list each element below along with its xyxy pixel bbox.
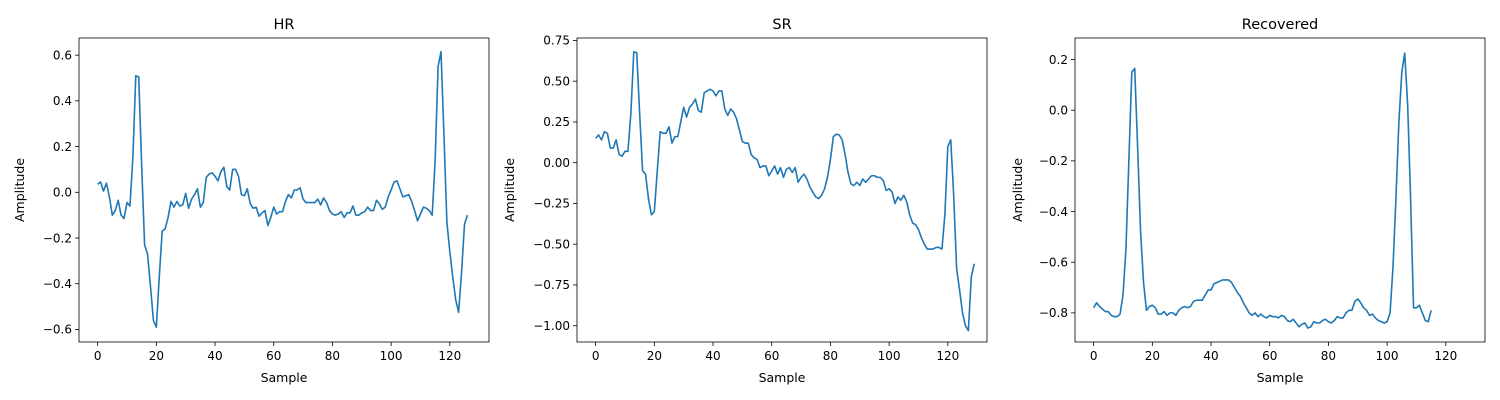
axes-frame xyxy=(78,37,490,343)
x-axis-label: Sample xyxy=(759,370,806,385)
y-tick-label: 0.00 xyxy=(543,156,570,170)
x-tick-label: 40 xyxy=(207,349,222,363)
chart-title: Recovered xyxy=(1242,17,1318,33)
y-tick-label: 0.2 xyxy=(1049,53,1068,67)
y-axis-label: Amplitude xyxy=(12,158,27,222)
axes-frame xyxy=(1074,37,1486,343)
x-tick-label: 60 xyxy=(1262,349,1277,363)
x-tick-label: 20 xyxy=(647,349,662,363)
y-tick-label: 0.75 xyxy=(543,34,570,48)
x-tick-label: 100 xyxy=(380,349,403,363)
x-tick-label: 60 xyxy=(266,349,281,363)
y-axis-label: Amplitude xyxy=(502,158,517,222)
subplots: 0 20 40 60 80 100 120 −0.6 −0.4 −0.2 0.0 0.2 0.4 0.6 H… xyxy=(12,17,1486,385)
y-tick-label: 0.4 xyxy=(53,94,72,108)
y-tick-label: 0.0 xyxy=(1049,104,1068,118)
y-tick-label: −0.50 xyxy=(533,237,570,251)
chart-title: HR xyxy=(274,17,295,33)
y-tick-label: 0.0 xyxy=(53,186,72,200)
x-tick-label: 40 xyxy=(1203,349,1218,363)
y-tick-label: −0.4 xyxy=(1039,205,1068,219)
x-tick-label: 0 xyxy=(94,349,102,363)
y-tick-label: 0.50 xyxy=(543,74,570,88)
y-axis-label: Amplitude xyxy=(1010,158,1025,222)
x-tick-label: 80 xyxy=(823,349,838,363)
x-tick-label: 60 xyxy=(764,349,779,363)
x-tick-label: 120 xyxy=(936,349,959,363)
y-tick-label: −0.75 xyxy=(533,278,570,292)
chart-panel-3: 0 20 40 60 80 100 120 −0.8 −0.6 −0.4 −0.2 0.0 0.2 Rec… xyxy=(1010,17,1486,385)
axes-frame xyxy=(576,37,988,343)
y-tick-label: −0.4 xyxy=(43,277,72,291)
y-tick-label: −0.2 xyxy=(43,231,72,245)
chart-panel-1: 0 20 40 60 80 100 120 −0.6 −0.4 −0.2 0.0 0.2 0.4 0.6 H… xyxy=(12,17,490,385)
x-tick-label: 20 xyxy=(1145,349,1160,363)
y-tick-label: −1.00 xyxy=(533,319,570,333)
y-tick-label: 0.25 xyxy=(543,115,570,129)
x-tick-label: 0 xyxy=(592,349,600,363)
y-tick-label: −0.2 xyxy=(1039,154,1068,168)
x-tick-label: 20 xyxy=(149,349,164,363)
x-tick-label: 80 xyxy=(1321,349,1336,363)
x-tick-label: 120 xyxy=(438,349,461,363)
x-tick-label: 100 xyxy=(1376,349,1399,363)
x-axis-label: Sample xyxy=(1257,370,1304,385)
chart-title: SR xyxy=(772,17,791,33)
series-line xyxy=(595,51,976,332)
y-tick-label: −0.25 xyxy=(533,197,570,211)
series-line xyxy=(1092,52,1432,329)
series-line xyxy=(97,50,469,328)
y-tick-label: −0.6 xyxy=(1039,256,1068,270)
x-tick-label: 120 xyxy=(1434,349,1457,363)
y-tick-label: 0.6 xyxy=(53,48,72,62)
y-tick-label: −0.6 xyxy=(43,323,72,337)
x-tick-label: 80 xyxy=(325,349,340,363)
y-tick-label: −0.8 xyxy=(1039,306,1068,320)
chart-panel-2: 0 20 40 60 80 100 120 −1.00 −0.75 −0.50 −0.25 0.00 0… xyxy=(502,17,988,385)
x-axis-label: Sample xyxy=(261,370,308,385)
x-tick-label: 100 xyxy=(878,349,901,363)
x-tick-label: 40 xyxy=(705,349,720,363)
x-tick-label: 0 xyxy=(1090,349,1098,363)
y-tick-label: 0.2 xyxy=(53,140,72,154)
